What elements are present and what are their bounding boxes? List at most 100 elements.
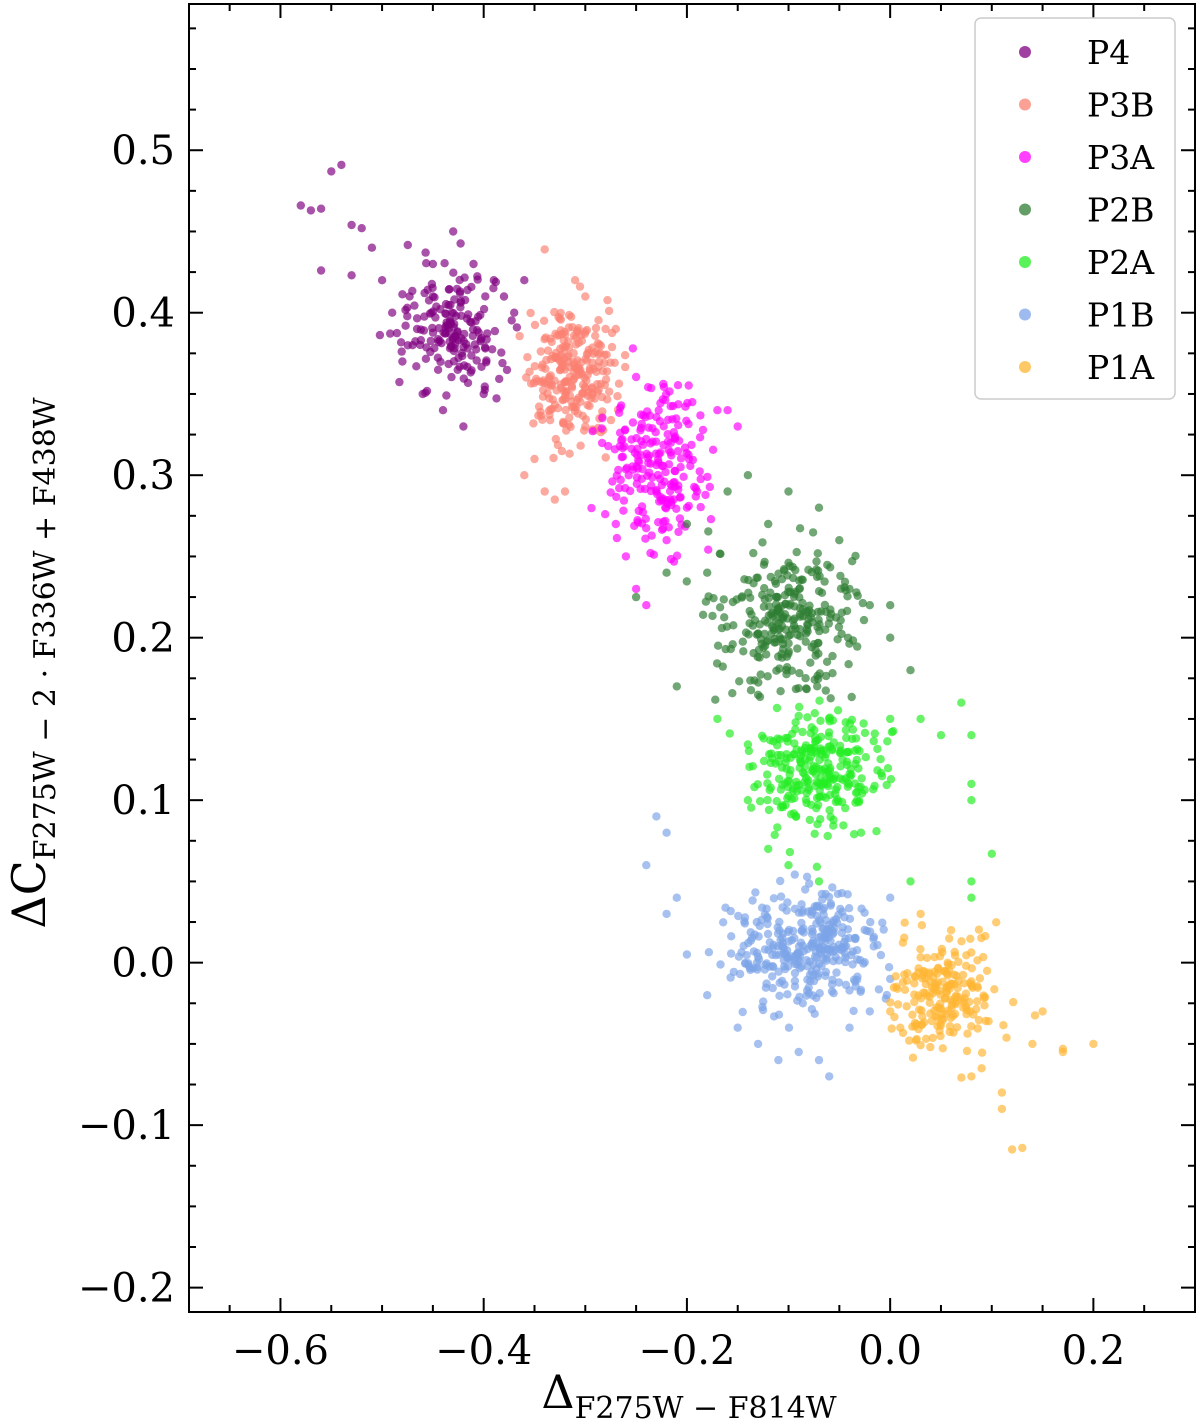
data-point — [459, 422, 468, 431]
data-point — [764, 805, 774, 815]
data-point — [825, 790, 835, 800]
data-point — [759, 997, 768, 1006]
data-point — [807, 643, 816, 652]
data-point — [794, 684, 803, 693]
data-point — [799, 928, 808, 937]
data-point — [708, 611, 717, 621]
y-axis-label: ΔCF275W − 2 · F336W + F438W — [2, 397, 63, 928]
data-point — [403, 303, 412, 312]
data-point — [936, 1031, 945, 1041]
data-point — [674, 485, 683, 494]
data-point — [938, 1044, 947, 1053]
data-point — [744, 961, 753, 970]
data-point — [769, 894, 779, 903]
data-point — [661, 395, 670, 405]
data-point — [844, 660, 853, 669]
data-point — [810, 709, 819, 718]
data-point — [933, 1021, 942, 1030]
data-point — [929, 984, 938, 994]
data-point — [716, 549, 725, 559]
data-point — [617, 401, 626, 410]
data-point — [825, 717, 834, 726]
data-point — [744, 746, 754, 756]
data-point — [665, 487, 675, 496]
data-point — [426, 336, 435, 346]
data-point — [804, 565, 813, 574]
data-point — [831, 785, 840, 794]
data-point — [851, 734, 861, 743]
data-point — [841, 957, 850, 967]
data-point — [463, 285, 472, 295]
data-point — [973, 1024, 982, 1033]
x-tick-label: 0.0 — [858, 1328, 922, 1374]
data-point — [674, 527, 683, 537]
data-point — [794, 711, 803, 721]
data-point — [823, 560, 832, 570]
data-point — [499, 292, 509, 301]
data-point — [538, 392, 548, 401]
data-point — [549, 453, 558, 463]
data-point — [843, 633, 853, 642]
data-point — [433, 365, 443, 374]
data-point — [760, 616, 770, 625]
data-point — [671, 466, 680, 476]
data-point — [588, 343, 597, 352]
data-point — [826, 694, 835, 703]
data-point — [655, 497, 664, 506]
data-point — [734, 952, 744, 961]
data-point — [874, 985, 884, 994]
data-point — [401, 321, 410, 330]
data-point — [468, 325, 478, 334]
data-point — [952, 971, 961, 980]
data-point — [676, 454, 686, 463]
data-point — [621, 552, 631, 561]
data-point — [826, 899, 836, 908]
data-point — [836, 571, 845, 581]
data-point — [594, 316, 603, 325]
data-point — [772, 703, 782, 713]
data-point — [642, 601, 651, 610]
data-point — [682, 448, 691, 458]
data-point — [734, 911, 743, 921]
legend-marker — [1019, 308, 1031, 321]
data-point — [959, 979, 969, 988]
data-point — [813, 820, 822, 829]
data-point — [642, 861, 651, 870]
data-point — [467, 351, 476, 360]
data-point — [679, 472, 688, 481]
data-point — [780, 980, 789, 989]
data-point — [992, 918, 1001, 927]
data-point — [941, 994, 950, 1003]
data-point — [396, 338, 406, 347]
data-point — [713, 406, 722, 415]
data-point — [543, 346, 553, 355]
data-point — [774, 625, 783, 634]
data-point — [684, 419, 693, 429]
x-tick-label: 0.2 — [1062, 1328, 1126, 1374]
data-point — [681, 402, 690, 411]
data-point — [547, 337, 556, 347]
data-point — [814, 503, 824, 512]
data-point — [795, 610, 805, 619]
data-point — [902, 976, 912, 985]
data-point — [925, 998, 934, 1007]
legend-marker — [1019, 98, 1031, 111]
data-point — [916, 994, 926, 1003]
data-point — [703, 568, 712, 577]
data-point — [721, 903, 730, 912]
data-point — [459, 374, 468, 383]
data-point — [950, 1009, 960, 1019]
data-point — [562, 426, 571, 435]
data-point — [587, 503, 596, 513]
data-point — [900, 918, 909, 927]
data-point — [684, 501, 693, 511]
data-point — [932, 1003, 941, 1012]
data-point — [772, 797, 781, 806]
data-point — [813, 735, 823, 744]
data-point — [538, 385, 548, 395]
data-point — [540, 245, 549, 254]
data-point — [675, 493, 684, 502]
data-point — [744, 588, 753, 597]
data-point — [530, 320, 540, 330]
